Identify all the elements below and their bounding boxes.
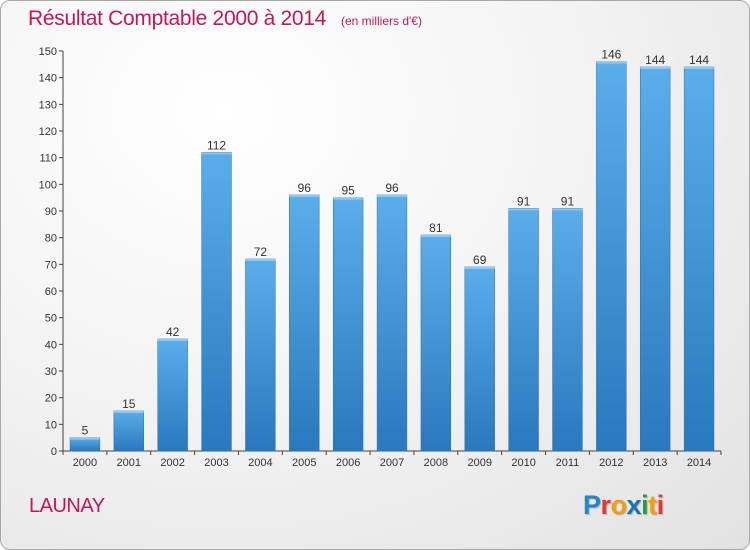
bar-top-highlight xyxy=(333,197,364,200)
y-tick-label: 100 xyxy=(39,179,57,191)
y-tick-label: 20 xyxy=(45,393,57,405)
bar-2010 xyxy=(508,208,539,452)
data-label-2010: 91 xyxy=(517,194,531,208)
proxiti-logo: Proxiti xyxy=(583,490,664,521)
logo-letter: P xyxy=(583,490,601,520)
data-label-2012: 146 xyxy=(601,48,621,62)
bar-top-highlight xyxy=(420,235,451,237)
data-label-2007: 96 xyxy=(385,181,399,195)
data-label-2000: 5 xyxy=(82,424,89,438)
x-tick-label-2000: 2000 xyxy=(73,457,97,469)
bar-2006 xyxy=(332,197,364,452)
y-tick-label: 40 xyxy=(45,339,57,351)
x-tick-label-2008: 2008 xyxy=(424,457,448,469)
bar-top-highlight xyxy=(113,411,144,413)
bar-top-highlight xyxy=(552,208,583,211)
logo-letter: x xyxy=(626,490,642,520)
x-tick-label-2002: 2002 xyxy=(160,457,184,469)
x-tick-label-2014: 2014 xyxy=(687,457,711,469)
bar-top-highlight xyxy=(684,67,714,69)
chart-subtitle: (en milliers d'€) xyxy=(341,14,422,28)
bar-2007 xyxy=(376,194,408,452)
data-label-2014: 144 xyxy=(689,53,709,67)
data-label-2004: 72 xyxy=(254,245,268,259)
y-tick-label: 120 xyxy=(39,126,57,138)
x-tick-label-2004: 2004 xyxy=(248,457,272,469)
bar-top-highlight xyxy=(640,67,671,69)
y-tick-label: 10 xyxy=(45,419,57,431)
bar-top-highlight xyxy=(377,195,407,197)
data-label-2006: 95 xyxy=(341,184,355,198)
bar-2003 xyxy=(201,152,232,452)
x-tick-label-2003: 2003 xyxy=(204,457,228,469)
y-tick-label: 140 xyxy=(39,73,57,85)
x-tick-label-2011: 2011 xyxy=(556,457,580,469)
data-label-2001: 15 xyxy=(122,397,136,411)
x-tick-label-2013: 2013 xyxy=(643,457,667,469)
bar-top-highlight xyxy=(289,195,320,197)
bar-2004 xyxy=(245,258,276,452)
bar-2008 xyxy=(420,234,452,452)
logo-letter: i xyxy=(656,490,665,520)
data-label-2008: 81 xyxy=(429,221,443,235)
x-tick-label-2007: 2007 xyxy=(380,457,404,469)
x-tick-label-2010: 2010 xyxy=(511,457,535,469)
bar-2005 xyxy=(289,194,320,452)
bar-2002 xyxy=(157,338,188,452)
bar-top-highlight xyxy=(201,152,232,155)
y-tick-label: 80 xyxy=(45,233,57,245)
bar-2001 xyxy=(113,410,144,452)
x-tick-label-2009: 2009 xyxy=(467,457,491,469)
logo-letter: r xyxy=(600,490,612,520)
bar-2011 xyxy=(552,208,583,452)
data-label-2013: 144 xyxy=(645,53,665,67)
data-labels: 5 15 42 112 72 96 95 96 81 69 91 91 146 144 144 xyxy=(82,48,710,438)
bar-2009 xyxy=(464,266,495,452)
logo-letter: t xyxy=(648,490,657,520)
bar-top-highlight xyxy=(508,208,539,211)
x-axis: 2000 2001 2002 2003 2004 2005 2006 2007 2008 2009… xyxy=(62,450,722,469)
data-label-2011: 91 xyxy=(561,194,575,208)
y-tick-label: 60 xyxy=(45,286,57,298)
bar-2012 xyxy=(596,61,627,452)
data-label-2005: 96 xyxy=(298,181,312,195)
chart-title: Résultat Comptable 2000 à 2014 xyxy=(28,7,327,30)
x-tick-label-2006: 2006 xyxy=(336,457,360,469)
location-label: LAUNAY xyxy=(29,495,105,517)
y-tick-label: 110 xyxy=(39,153,57,165)
y-tick-label: 150 xyxy=(39,46,57,58)
logo-letter: o xyxy=(610,490,628,520)
data-label-2003: 112 xyxy=(207,138,226,152)
bar-2013 xyxy=(640,66,671,452)
data-label-2009: 69 xyxy=(473,253,487,267)
y-tick-label: 0 xyxy=(51,446,57,458)
x-tick-label-2001: 2001 xyxy=(117,457,141,469)
y-axis: 0 10 20 30 40 50 60 70 80 90 100 110 120 130 140 150 xyxy=(39,46,64,458)
bar-top-highlight xyxy=(70,437,100,440)
bar-2014 xyxy=(683,66,715,452)
bar-top-highlight xyxy=(464,267,495,269)
bar-top-highlight xyxy=(157,339,188,341)
x-tick-label-2005: 2005 xyxy=(292,457,316,469)
x-tick-label-2012: 2012 xyxy=(599,457,623,469)
bars xyxy=(69,61,715,452)
y-tick-label: 90 xyxy=(45,206,57,218)
y-tick-label: 30 xyxy=(45,366,57,378)
y-tick-label: 70 xyxy=(45,259,57,271)
data-label-2002: 42 xyxy=(166,325,180,339)
y-tick-label: 130 xyxy=(39,99,57,111)
bar-top-highlight xyxy=(245,259,276,261)
logo-letter: i xyxy=(641,490,649,520)
y-tick-label: 50 xyxy=(45,313,57,325)
bar-top-highlight xyxy=(596,61,627,64)
